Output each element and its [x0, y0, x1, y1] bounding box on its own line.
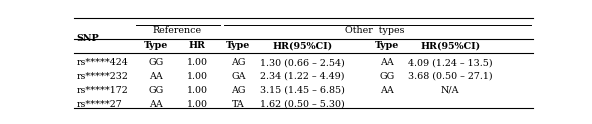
- Text: 2.34 (1.22 – 4.49): 2.34 (1.22 – 4.49): [260, 72, 345, 81]
- Text: rs*****232: rs*****232: [76, 72, 128, 81]
- Text: rs*****424: rs*****424: [76, 58, 128, 67]
- Text: 1.00: 1.00: [186, 72, 207, 81]
- Text: AA: AA: [149, 72, 163, 81]
- Text: Type: Type: [226, 41, 250, 50]
- Text: GG: GG: [148, 58, 163, 67]
- Text: HR(95%CI): HR(95%CI): [272, 41, 333, 50]
- Text: AA: AA: [149, 100, 163, 109]
- Text: Type: Type: [375, 41, 399, 50]
- Text: 3.15 (1.45 – 6.85): 3.15 (1.45 – 6.85): [260, 86, 345, 95]
- Text: 3.68 (0.50 – 27.1): 3.68 (0.50 – 27.1): [408, 72, 493, 81]
- Text: HR(95%CI): HR(95%CI): [420, 41, 480, 50]
- Text: 4.09 (1.24 – 13.5): 4.09 (1.24 – 13.5): [408, 58, 493, 67]
- Text: SNP: SNP: [76, 33, 99, 43]
- Text: AA: AA: [380, 86, 394, 95]
- Text: AA: AA: [380, 58, 394, 67]
- Text: 1.62 (0.50 – 5.30): 1.62 (0.50 – 5.30): [260, 100, 345, 109]
- Text: AG: AG: [231, 86, 246, 95]
- Text: 1.00: 1.00: [186, 58, 207, 67]
- Text: AG: AG: [231, 58, 246, 67]
- Text: 1.00: 1.00: [186, 86, 207, 95]
- Text: Type: Type: [143, 41, 168, 50]
- Text: Reference: Reference: [153, 26, 202, 35]
- Text: GG: GG: [379, 72, 394, 81]
- Text: rs*****172: rs*****172: [76, 86, 128, 95]
- Text: Other  types: Other types: [345, 26, 404, 35]
- Text: GG: GG: [148, 86, 163, 95]
- Text: 1.30 (0.66 – 2.54): 1.30 (0.66 – 2.54): [260, 58, 345, 67]
- Text: 1.00: 1.00: [186, 100, 207, 109]
- Text: N/A: N/A: [441, 86, 459, 95]
- Text: TA: TA: [232, 100, 244, 109]
- Text: rs*****27: rs*****27: [76, 100, 122, 109]
- Text: HR: HR: [188, 41, 205, 50]
- Text: GA: GA: [231, 72, 246, 81]
